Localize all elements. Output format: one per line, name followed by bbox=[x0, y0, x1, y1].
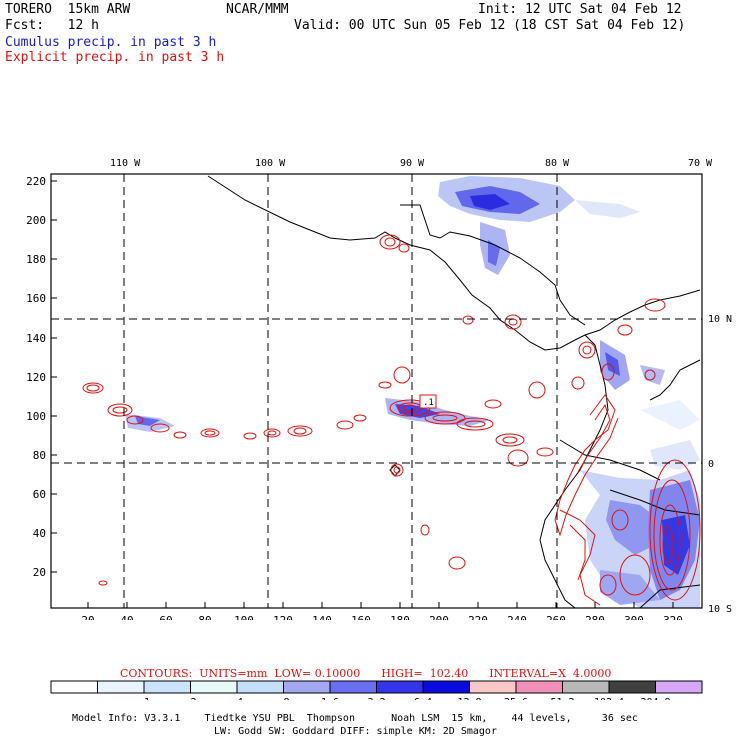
precip-map: 110 W 100 W 90 W 80 W 70 W bbox=[26, 158, 732, 620]
colorbar-swatch bbox=[515, 680, 563, 694]
colorbar-swatch bbox=[97, 680, 145, 694]
x-tick-label: 320 bbox=[663, 614, 683, 620]
lat-label: 10 N bbox=[708, 314, 732, 325]
colorbar-label: .1 bbox=[138, 697, 150, 700]
colorbar-swatch bbox=[608, 680, 656, 694]
organization: NCAR/MMM bbox=[226, 2, 289, 17]
colorbar-swatch bbox=[190, 680, 238, 694]
x-tick-label: 140 bbox=[312, 614, 332, 620]
x-tick-label: 120 bbox=[273, 614, 293, 620]
contour-label: .1 bbox=[423, 398, 434, 408]
y-tick-label: 220 bbox=[26, 175, 46, 188]
colorbar-swatch bbox=[469, 680, 517, 694]
map-frame bbox=[50, 173, 703, 609]
x-tick-label: 40 bbox=[120, 614, 133, 620]
x-tick-label: 280 bbox=[585, 614, 605, 620]
colorbar-label: .8 bbox=[277, 697, 289, 700]
cumulus-legend: Cumulus precip. in past 3 h bbox=[5, 35, 217, 50]
x-tick-label: 220 bbox=[468, 614, 488, 620]
y-tick-label: 140 bbox=[26, 332, 46, 345]
explicit-precip-contours bbox=[82, 234, 701, 606]
colorbar-swatch bbox=[329, 680, 377, 694]
colorbar-label: 1.6 bbox=[321, 697, 339, 700]
colorbar-label: .4 bbox=[231, 697, 243, 700]
y-tick-label: 80 bbox=[33, 449, 46, 462]
x-tick-label: 80 bbox=[198, 614, 211, 620]
lat-label: 10 S bbox=[708, 604, 732, 615]
lat-lon-grid bbox=[51, 174, 702, 608]
contour-label-box bbox=[419, 394, 437, 409]
colorbar-label: 204.8 bbox=[640, 697, 670, 700]
x-tick-label: 240 bbox=[507, 614, 527, 620]
x-tick-label: 200 bbox=[429, 614, 449, 620]
colorbar-swatch bbox=[562, 680, 610, 694]
colorbar-label: 51.2 bbox=[550, 697, 574, 700]
x-tick-label: 20 bbox=[81, 614, 94, 620]
precip-colorbar: .1.2.4.81.63.26.412.825.651.2102.4204.8 … bbox=[50, 680, 708, 700]
explicit-legend: Explicit precip. in past 3 h bbox=[5, 50, 225, 65]
colorbar-swatch bbox=[376, 680, 424, 694]
x-tick-label: 100 bbox=[234, 614, 254, 620]
colorbar-swatch bbox=[655, 680, 703, 694]
colorbar-swatch bbox=[422, 680, 470, 694]
lat-label: 0 bbox=[708, 459, 714, 470]
y-tick-label: 120 bbox=[26, 371, 46, 384]
colorbar-swatch bbox=[143, 680, 191, 694]
colorbar-label: 3.2 bbox=[367, 697, 385, 700]
y-tick-label: 200 bbox=[26, 214, 46, 227]
colorbar-label: 12.8 bbox=[457, 697, 481, 700]
x-tick-label: 160 bbox=[351, 614, 371, 620]
y-tick-label: 20 bbox=[33, 566, 46, 579]
forecast-hour: Fcst: 12 h bbox=[5, 18, 99, 33]
model-info: Model Info: V3.3.1 Tiedtke YSU PBL Thomp… bbox=[72, 713, 638, 724]
model-name: TORERO 15km ARW bbox=[5, 2, 131, 17]
x-tick-label: 260 bbox=[546, 614, 566, 620]
valid-time: Valid: 00 UTC Sun 05 Feb 12 (18 CST Sat … bbox=[294, 18, 686, 33]
x-tick-label: 300 bbox=[624, 614, 644, 620]
lon-label: 100 W bbox=[255, 158, 286, 169]
y-tick-label: 100 bbox=[26, 410, 46, 423]
contour-info: CONTOURS: UNITS=mm LOW= 0.10000 HIGH= 10… bbox=[120, 667, 612, 680]
colorbar-swatch bbox=[236, 680, 284, 694]
lon-label: 90 W bbox=[400, 158, 425, 169]
colorbar-label: 6.4 bbox=[414, 697, 432, 700]
colorbar-unit: mm bbox=[697, 699, 708, 700]
model-physics: LW: Godd SW: Goddard DIFF: simple KM: 2D… bbox=[214, 726, 497, 737]
colorbar-label: 25.6 bbox=[504, 697, 528, 700]
x-tick-label: 180 bbox=[390, 614, 410, 620]
colorbar-swatch bbox=[50, 680, 98, 694]
lon-label: 80 W bbox=[545, 158, 570, 169]
x-tick-label: 60 bbox=[159, 614, 172, 620]
axis-ticks bbox=[51, 180, 674, 608]
lon-label: 70 W bbox=[688, 158, 713, 169]
init-time: Init: 12 UTC Sat 04 Feb 12 bbox=[478, 2, 682, 17]
lon-label: 110 W bbox=[110, 158, 141, 169]
y-tick-label: 40 bbox=[33, 527, 46, 540]
y-tick-label: 160 bbox=[26, 292, 46, 305]
y-tick-label: 60 bbox=[33, 488, 46, 501]
colorbar-label: .2 bbox=[184, 697, 196, 700]
y-tick-label: 180 bbox=[26, 253, 46, 266]
colorbar-swatch bbox=[283, 680, 331, 694]
colorbar-label: 102.4 bbox=[594, 697, 624, 700]
